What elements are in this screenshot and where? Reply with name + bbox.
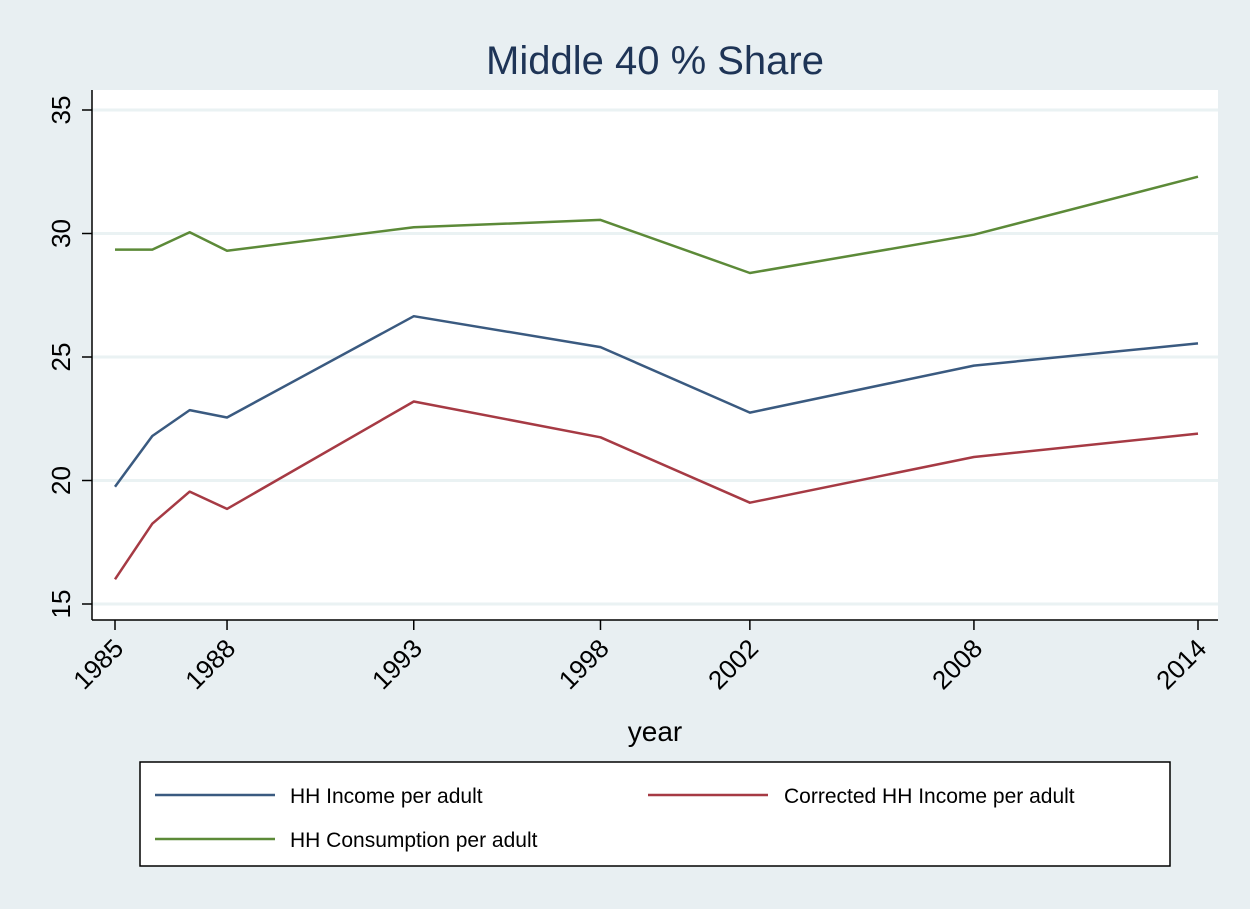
chart-title: Middle 40 % Share: [486, 39, 824, 83]
y-tick-label: 25: [46, 343, 76, 372]
series-line-3: [115, 175, 1199, 275]
series-line-1: [113, 314, 1199, 488]
series-lines: [113, 175, 1199, 580]
legend-label-1: HH Income per adult: [290, 785, 483, 808]
legend-label-3: HH Consumption per adult: [290, 829, 538, 852]
y-tick-label: 20: [46, 466, 76, 495]
y-tick-label: 15: [46, 590, 76, 619]
y-tick-label: 30: [46, 219, 76, 248]
legend-label-2: Corrected HH Income per adult: [784, 785, 1075, 808]
legend-box: [139, 761, 1171, 867]
x-axis-label: year: [628, 716, 682, 747]
y-axis-ticks: 15 20 25 30 35: [46, 96, 92, 619]
y-tick-label: 35: [46, 96, 76, 125]
legend: HH Income per adult Corrected HH Income p…: [155, 785, 1075, 852]
grid-lines: [92, 108, 1218, 606]
plot-area: [92, 90, 1218, 620]
series-line-2: [113, 400, 1199, 580]
